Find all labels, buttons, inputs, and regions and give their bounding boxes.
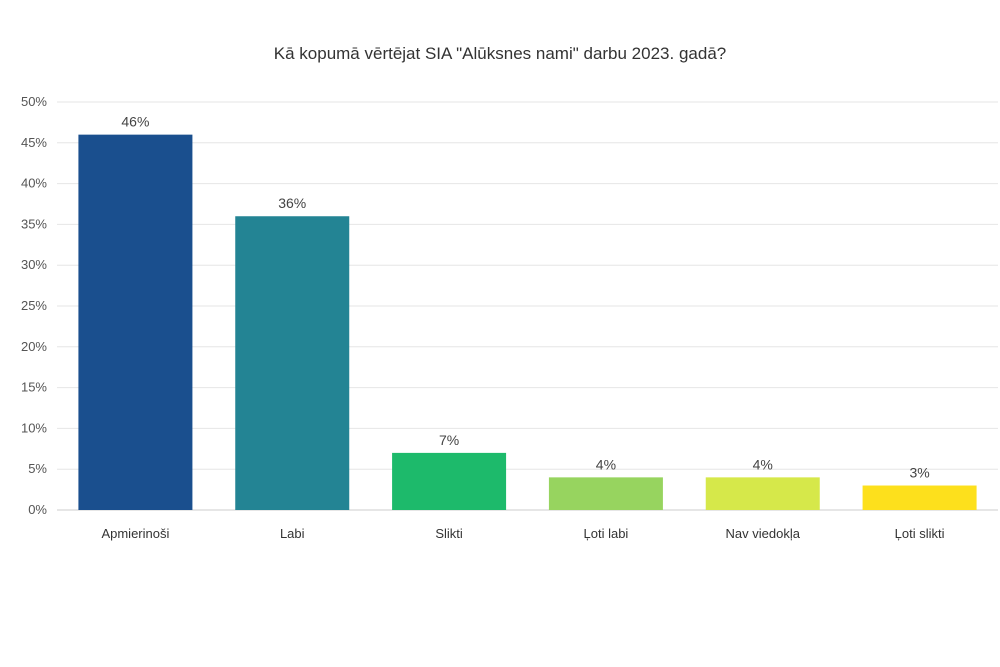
y-tick-label: 10% [21, 420, 47, 435]
y-tick-label: 50% [21, 94, 47, 109]
data-label: 7% [439, 432, 459, 448]
y-tick-label: 5% [28, 461, 47, 476]
bar [862, 485, 977, 510]
data-label: 4% [596, 456, 616, 472]
y-tick-label: 15% [21, 380, 47, 395]
bar [548, 477, 663, 510]
data-label: 4% [753, 456, 773, 472]
y-tick-label: 35% [21, 216, 47, 231]
x-tick-label: Apmierinoši [101, 526, 169, 541]
bar [78, 134, 193, 510]
y-tick-label: 0% [28, 502, 47, 517]
data-label: 3% [909, 465, 929, 481]
y-tick-label: 20% [21, 339, 47, 354]
x-tick-label: Ļoti slikti [895, 526, 945, 541]
bar [235, 216, 350, 511]
bar [392, 452, 507, 510]
chart-title: Kā kopumā vērtējat SIA "Alūksnes nami" d… [273, 44, 727, 63]
x-tick-label: Nav viedokļa [726, 526, 801, 541]
x-tick-label: Slikti [435, 526, 463, 541]
data-label: 36% [278, 195, 306, 211]
data-label: 46% [121, 114, 149, 130]
y-tick-label: 40% [21, 176, 47, 191]
y-tick-label: 45% [21, 135, 47, 150]
bar [705, 477, 820, 510]
x-tick-label: Labi [280, 526, 305, 541]
y-tick-label: 30% [21, 257, 47, 272]
y-tick-label: 25% [21, 298, 47, 313]
x-tick-label: Ļoti labi [584, 526, 629, 541]
